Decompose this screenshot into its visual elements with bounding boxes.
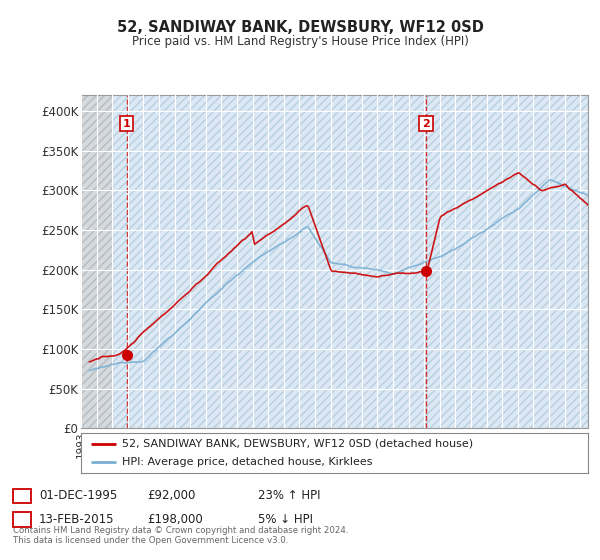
Bar — [81, 95, 588, 428]
Text: 01-DEC-1995: 01-DEC-1995 — [39, 489, 117, 502]
Text: 13-FEB-2015: 13-FEB-2015 — [39, 512, 115, 526]
Text: 52, SANDIWAY BANK, DEWSBURY, WF12 0SD (detached house): 52, SANDIWAY BANK, DEWSBURY, WF12 0SD (d… — [122, 439, 473, 449]
Text: £198,000: £198,000 — [147, 512, 203, 526]
Text: Price paid vs. HM Land Registry's House Price Index (HPI): Price paid vs. HM Land Registry's House … — [131, 35, 469, 48]
Bar — [81, 95, 112, 428]
Text: 2: 2 — [422, 119, 430, 129]
Text: 23% ↑ HPI: 23% ↑ HPI — [258, 489, 320, 502]
Text: 1: 1 — [18, 489, 26, 502]
Text: HPI: Average price, detached house, Kirklees: HPI: Average price, detached house, Kirk… — [122, 458, 372, 467]
Text: 5% ↓ HPI: 5% ↓ HPI — [258, 512, 313, 526]
Text: 52, SANDIWAY BANK, DEWSBURY, WF12 0SD: 52, SANDIWAY BANK, DEWSBURY, WF12 0SD — [116, 20, 484, 35]
Text: 2: 2 — [18, 512, 26, 526]
Text: £92,000: £92,000 — [147, 489, 196, 502]
Text: 1: 1 — [122, 119, 130, 129]
Text: Contains HM Land Registry data © Crown copyright and database right 2024.
This d: Contains HM Land Registry data © Crown c… — [13, 526, 349, 545]
